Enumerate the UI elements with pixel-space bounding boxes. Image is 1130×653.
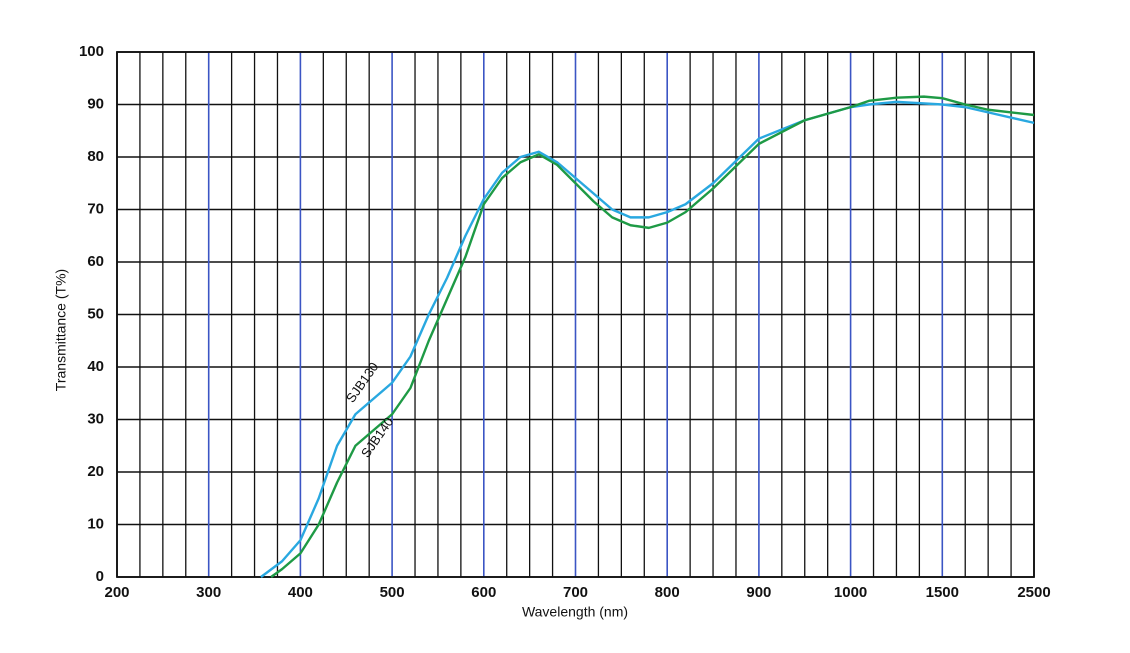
x-tick-label: 200 (104, 584, 129, 601)
y-tick-label: 100 (79, 43, 104, 60)
y-tick-label: 80 (87, 148, 104, 165)
x-tick-label: 400 (288, 584, 313, 601)
x-tick-label: 300 (196, 584, 221, 601)
y-tick-label: 20 (87, 463, 104, 480)
x-tick-label: 700 (563, 584, 588, 601)
y-tick-label: 70 (87, 200, 104, 217)
y-tick-label: 10 (87, 515, 104, 532)
x-tick-label: 600 (471, 584, 496, 601)
x-tick-label: 1000 (834, 584, 867, 601)
plot-frame (116, 51, 1035, 578)
x-tick-label: 2500 (1017, 584, 1050, 601)
y-tick-label: 40 (87, 358, 104, 375)
x-tick-label: 800 (655, 584, 680, 601)
series-line (260, 100, 1035, 578)
y-tick-label: 0 (96, 568, 104, 585)
x-axis-label: Wavelength (nm) (522, 604, 628, 620)
x-tick-label: 900 (746, 584, 771, 601)
y-tick-label: 90 (87, 95, 104, 112)
y-axis-label: Transmittance (T%) (53, 269, 69, 391)
y-tick-label: 60 (87, 253, 104, 270)
series-line (270, 95, 1035, 578)
y-tick-label: 30 (87, 410, 104, 427)
y-tick-label: 50 (87, 305, 104, 322)
x-tick-label: 1500 (926, 584, 959, 601)
x-tick-label: 500 (380, 584, 405, 601)
